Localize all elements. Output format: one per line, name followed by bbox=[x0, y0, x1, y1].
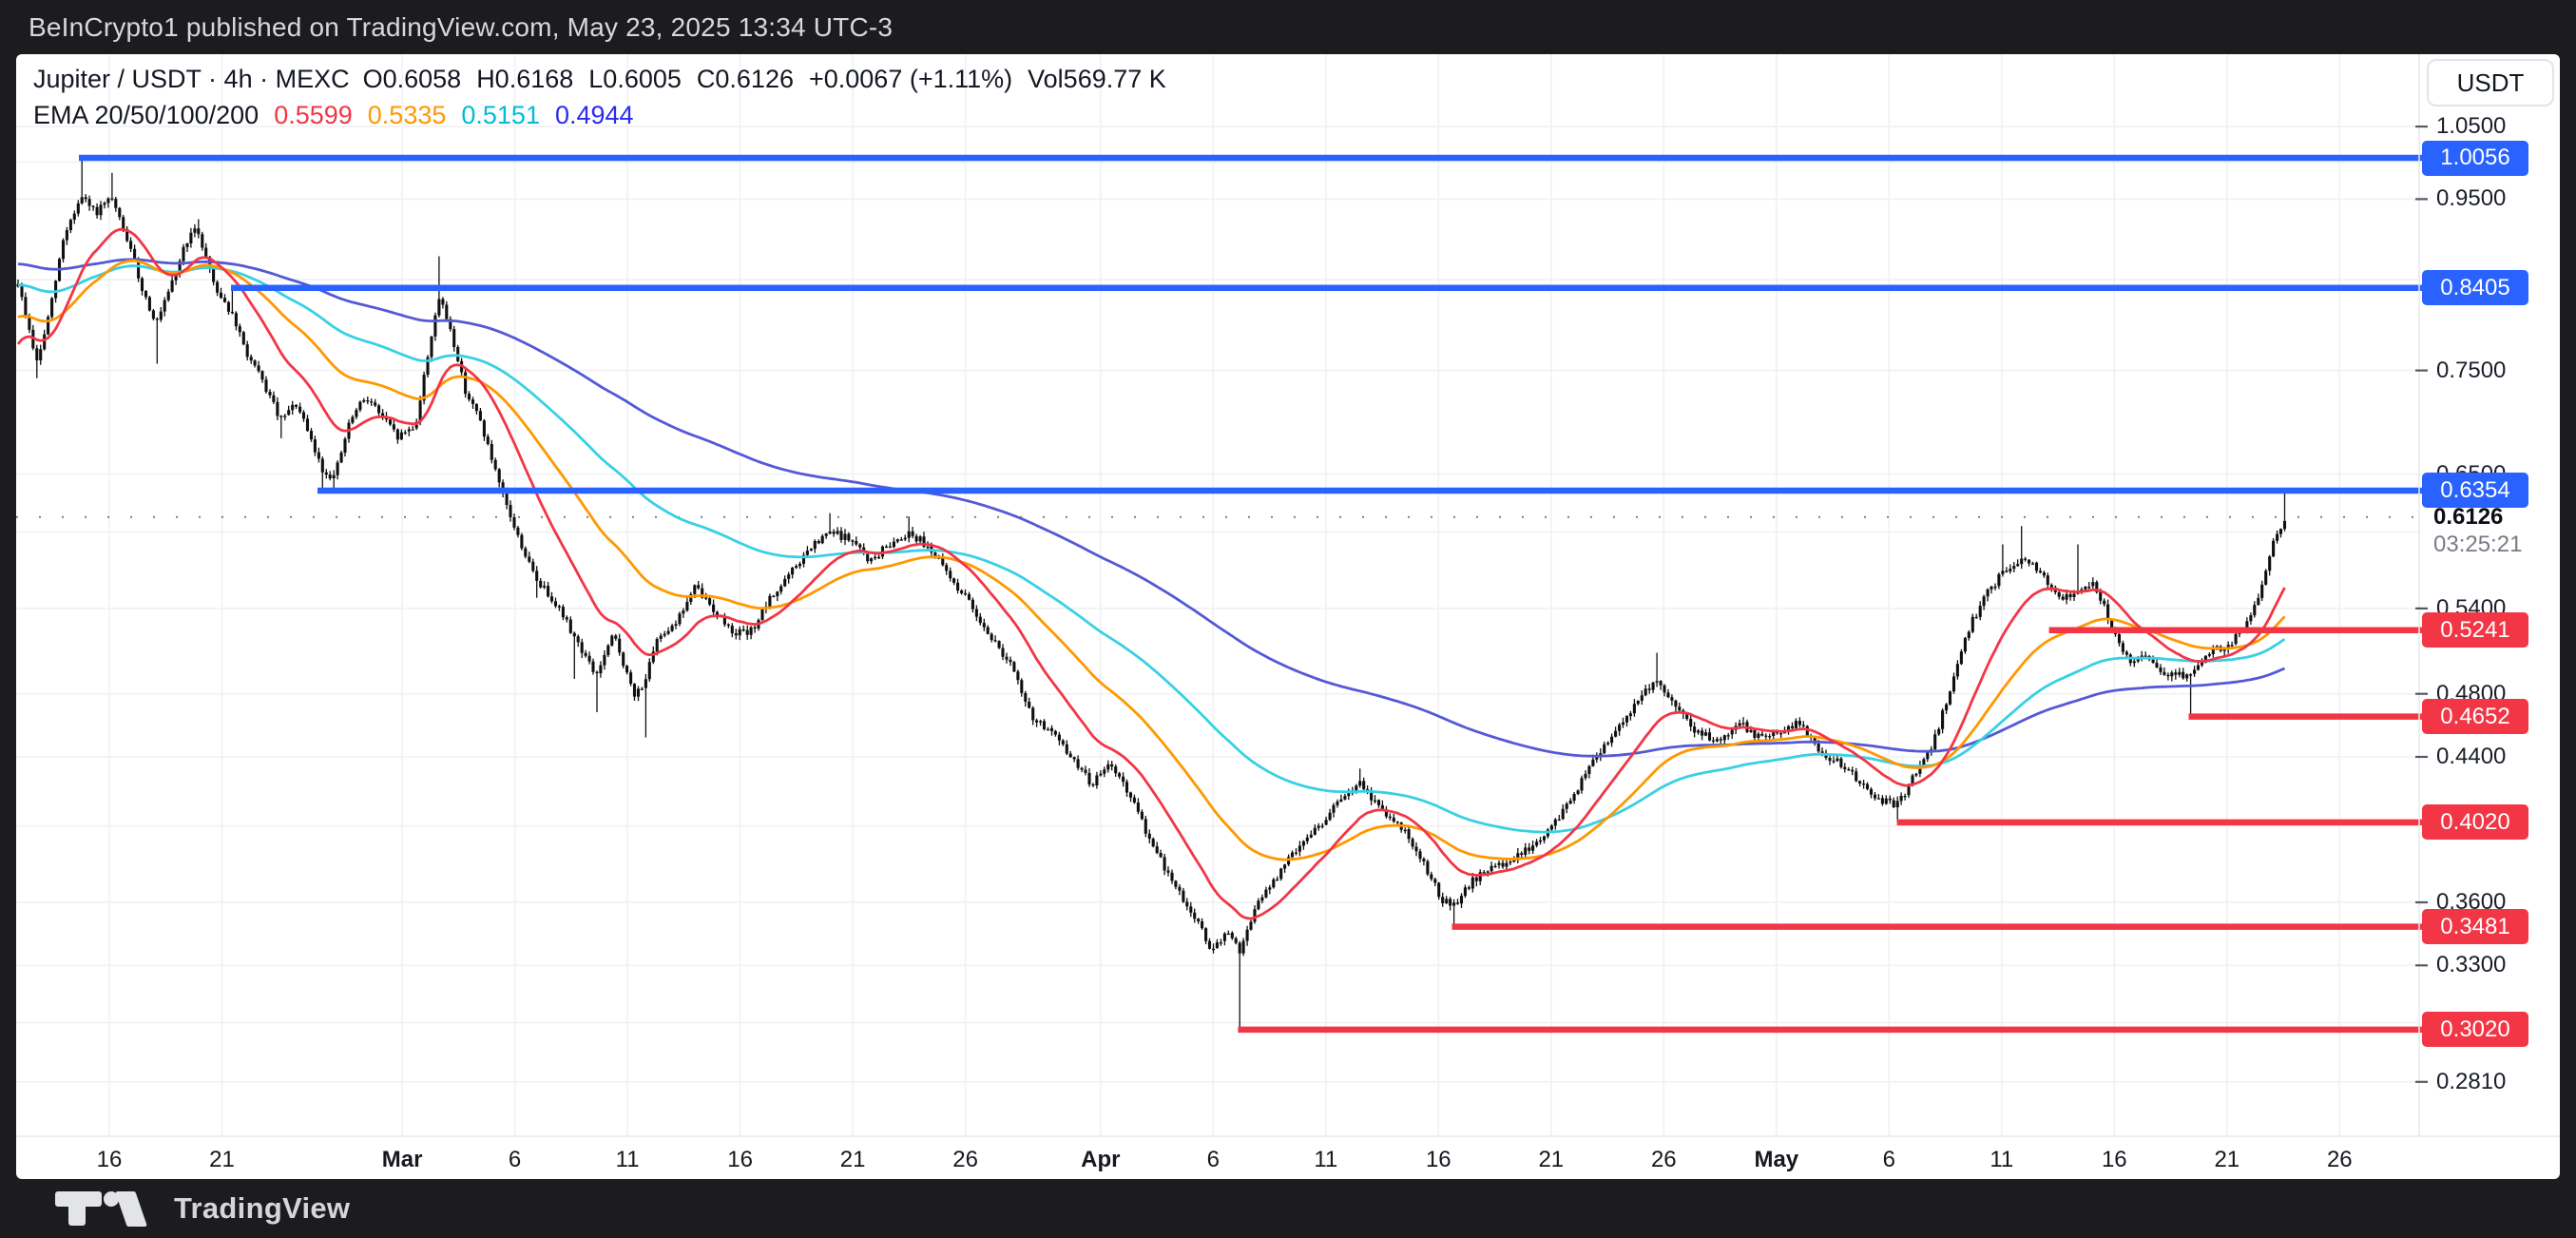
time-axis-label: 16 bbox=[727, 1147, 753, 1172]
chart-panel[interactable] bbox=[16, 54, 2560, 1179]
ohlc-quote: O0.6058 H0.6168 L0.6005 C0.6126 +0.0067 (+1.… bbox=[363, 65, 1182, 93]
ema-value-50: 0.5335 bbox=[367, 101, 447, 129]
time-axis-label: 21 bbox=[1538, 1147, 1565, 1172]
support-price-badge: 0.4020 bbox=[2422, 804, 2528, 841]
tradingview-wordmark[interactable]: TradingView bbox=[174, 1191, 351, 1225]
ema-value-200: 0.4944 bbox=[554, 101, 634, 129]
time-axis-label: 21 bbox=[2214, 1147, 2240, 1172]
attribution-text: BeInCrypto1 published on TradingView.com… bbox=[29, 12, 894, 42]
time-axis-label: 16 bbox=[1425, 1147, 1451, 1172]
ema-value-100: 0.5151 bbox=[461, 101, 540, 129]
time-axis-label: 6 bbox=[1882, 1147, 1895, 1172]
bar-countdown-label: 03:25:21 bbox=[2433, 531, 2540, 558]
symbol-quote-row: Jupiter / USDT · 4h · MEXC O0.6058 H0.6168… bbox=[33, 65, 1182, 94]
time-axis-label: 6 bbox=[1206, 1147, 1220, 1172]
price-axis-label: 0.4400 bbox=[2436, 744, 2507, 770]
price-axis-label: 0.2810 bbox=[2436, 1068, 2507, 1094]
brand-bar: TradingView bbox=[0, 1179, 2576, 1238]
indicator-values: 0.5599 0.5335 0.5151 0.4944 bbox=[259, 101, 633, 129]
indicator-label: EMA 20/50/100/200 bbox=[33, 101, 260, 129]
resistance-price-badge: 0.8405 bbox=[2422, 270, 2528, 306]
time-axis-label: 21 bbox=[839, 1147, 866, 1172]
quote-field: H0.6168 bbox=[476, 65, 574, 93]
symbol-title[interactable]: Jupiter / USDT · 4h · MEXC bbox=[33, 65, 350, 93]
quote-field: Vol569.77 K bbox=[1028, 65, 1166, 93]
currency-toggle-button[interactable]: USDT bbox=[2427, 59, 2554, 106]
price-axis-label: 0.3300 bbox=[2436, 952, 2507, 978]
indicator-legend[interactable]: EMA 20/50/100/200 0.5599 0.5335 0.5151 0.494… bbox=[33, 101, 1182, 130]
time-axis-label: 6 bbox=[508, 1147, 522, 1172]
time-axis-label: 11 bbox=[615, 1147, 640, 1172]
time-axis-label: Apr bbox=[1081, 1147, 1121, 1172]
price-axis-label: 1.0500 bbox=[2436, 113, 2507, 140]
price-axis-label: 0.9500 bbox=[2436, 185, 2507, 212]
ema-value-20: 0.5599 bbox=[274, 101, 353, 129]
time-axis-label: Mar bbox=[381, 1147, 423, 1172]
resistance-price-badge: 1.0056 bbox=[2422, 140, 2528, 176]
resistance-price-badge: 0.6354 bbox=[2422, 473, 2528, 509]
quote-field: C0.6126 bbox=[696, 65, 794, 93]
time-axis-label: 16 bbox=[96, 1147, 123, 1172]
time-axis-label: 16 bbox=[2101, 1147, 2127, 1172]
quote-field: +0.0067 (+1.11%) bbox=[808, 65, 1013, 93]
time-axis-label: 26 bbox=[2326, 1147, 2353, 1172]
time-axis-label: 21 bbox=[209, 1147, 235, 1172]
attribution-bar: BeInCrypto1 published on TradingView.com… bbox=[0, 0, 2576, 54]
support-price-badge: 0.4652 bbox=[2422, 699, 2528, 735]
price-axis-label: 0.7500 bbox=[2436, 357, 2507, 383]
support-price-badge: 0.3020 bbox=[2422, 1012, 2528, 1048]
time-axis-label: 26 bbox=[952, 1147, 978, 1172]
tradingview-logo-icon[interactable] bbox=[54, 1190, 153, 1227]
chart-legend: Jupiter / USDT · 4h · MEXC O0.6058 H0.6168… bbox=[33, 65, 1182, 130]
time-axis-label: 11 bbox=[1314, 1147, 1338, 1172]
support-price-badge: 0.5241 bbox=[2422, 612, 2528, 648]
time-axis-label: May bbox=[1754, 1147, 1799, 1172]
support-price-badge: 0.3481 bbox=[2422, 909, 2528, 945]
time-axis-label: 26 bbox=[1650, 1147, 1677, 1172]
quote-field: O0.6058 bbox=[362, 65, 462, 93]
time-axis-label: 11 bbox=[1990, 1147, 2014, 1172]
quote-field: L0.6005 bbox=[588, 65, 682, 93]
